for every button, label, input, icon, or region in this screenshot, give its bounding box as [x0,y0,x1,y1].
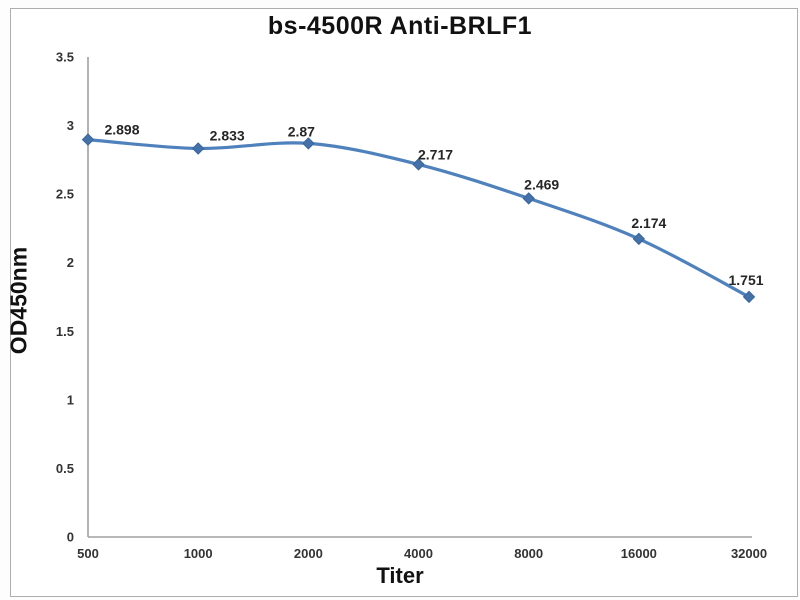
data-point-marker [302,137,315,150]
data-point-label: 2.174 [631,215,666,231]
y-tick-label: 3.5 [56,50,74,65]
x-axis-title: Titer [376,563,424,588]
x-tick-label: 32000 [731,546,767,561]
y-tick-label: 1 [67,392,74,407]
data-point-label: 1.751 [728,272,763,288]
x-tick-label: 4000 [404,546,433,561]
y-tick-label: 3 [67,118,74,133]
y-tick-label: 2 [67,255,74,270]
y-tick-label: 1.5 [56,324,74,339]
y-tick-label: 0 [67,530,74,545]
y-tick-label: 0.5 [56,461,74,476]
data-point-marker [191,142,205,155]
y-tick-label: 2.5 [56,187,74,202]
x-tick-label: 8000 [514,546,543,561]
chart-title: bs-4500R Anti-BRLF1 [267,12,533,40]
data-point-label: 2.469 [524,176,559,192]
data-point-marker [81,133,95,146]
data-point-marker [412,158,425,171]
x-tick-label: 1000 [184,546,213,561]
data-point-label: 2.833 [210,127,245,143]
x-tick-label: 500 [77,546,99,561]
data-point-marker [742,290,756,304]
data-point-label: 2.898 [104,122,139,138]
y-axis-title: OD450nm [5,246,32,355]
data-point-marker [522,192,535,205]
data-point-label: 2.717 [418,146,453,162]
x-tick-label: 16000 [621,546,657,561]
x-tick-label: 2000 [294,546,323,561]
chart-frame [10,8,798,597]
data-point-marker [632,232,646,246]
data-point-label: 2.87 [288,123,315,139]
